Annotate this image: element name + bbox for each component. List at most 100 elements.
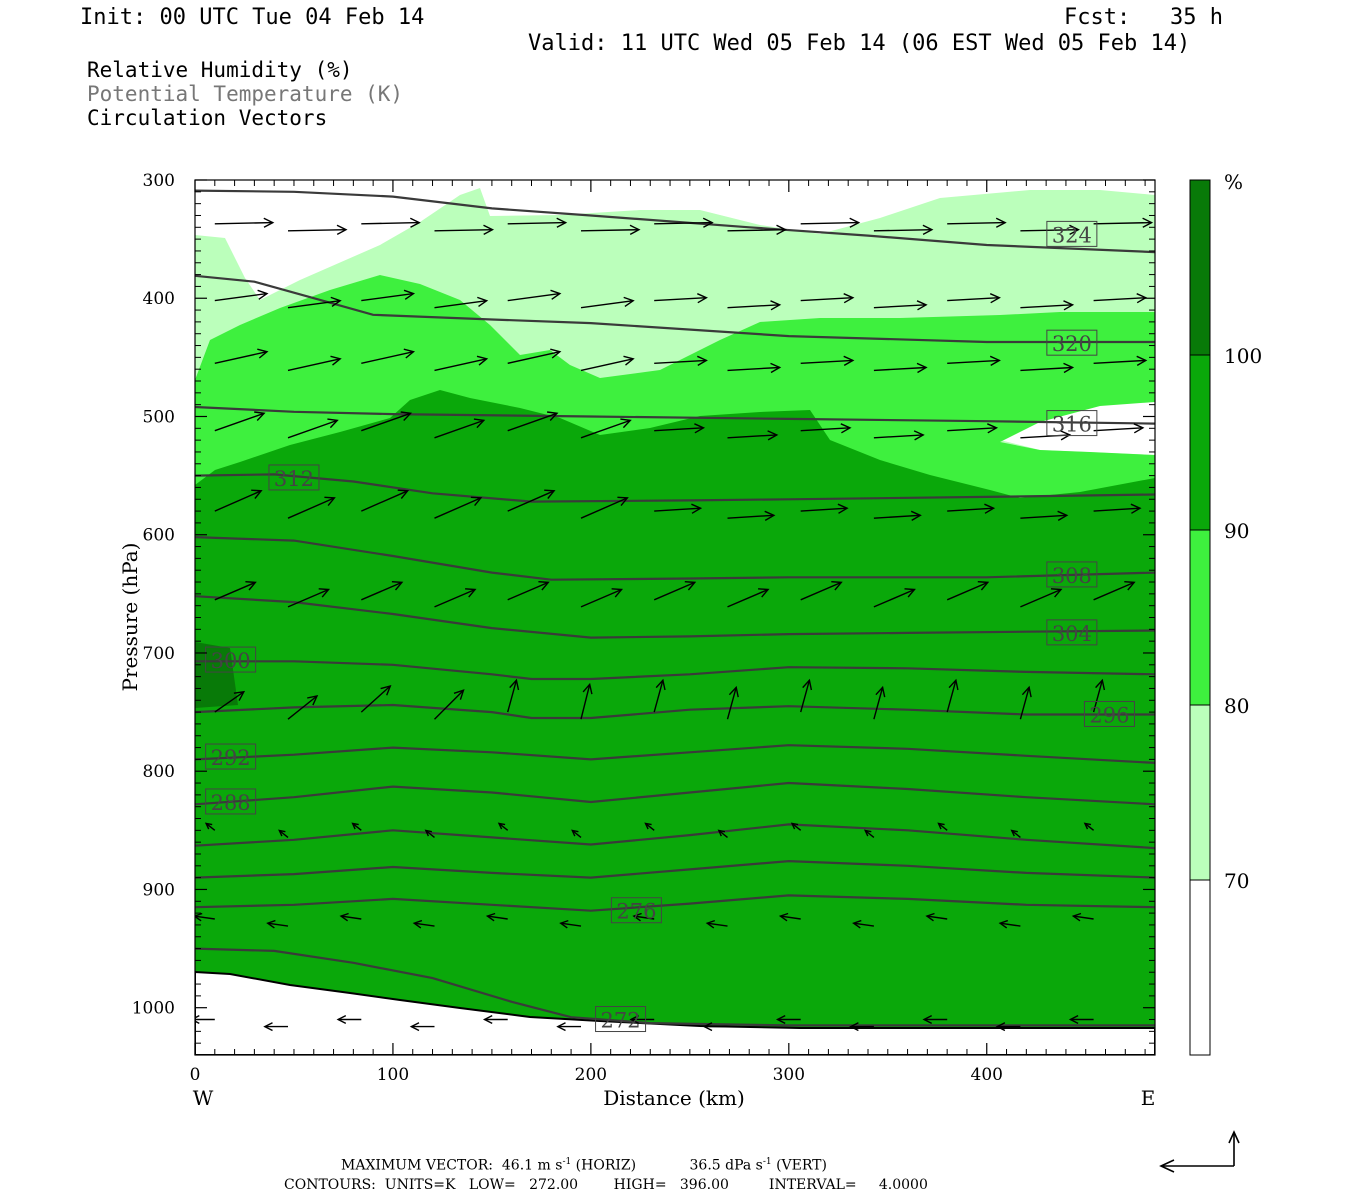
vector-head [843, 293, 855, 304]
vector-head [1063, 362, 1075, 374]
vector-shaft [287, 695, 318, 720]
contour-label-box-288 [205, 788, 257, 815]
vector-head [1130, 503, 1142, 514]
vector-head [380, 684, 392, 696]
contour-label-box-292 [205, 743, 257, 770]
vector-shaft [800, 359, 853, 364]
vector-shaft [287, 588, 329, 608]
vector-head [937, 822, 945, 830]
contours-info-line: CONTOURS: UNITS=K LOW= 272.00 HIGH= 396.… [284, 1177, 928, 1193]
vector-head [702, 1022, 713, 1032]
vector-shaft [360, 685, 391, 713]
vector-shaft [727, 229, 786, 232]
vector-head [691, 503, 703, 514]
vector-head [266, 919, 276, 929]
contour-label-296: 296 [1089, 703, 1129, 727]
theta-contour-280 [195, 859, 1155, 879]
vector-shaft [287, 419, 338, 439]
vector-head [684, 581, 697, 591]
vector-shaft [1093, 221, 1152, 225]
vector-shaft [340, 915, 362, 920]
theta-contour-312 [195, 473, 1155, 503]
vector-head [327, 418, 339, 429]
theta-contour-288 [195, 781, 1155, 806]
vector-head [482, 1014, 493, 1025]
colorbar-swatch [1189, 879, 1211, 1056]
vector-head [775, 1014, 786, 1025]
vector-head [617, 496, 629, 507]
vector-head [485, 912, 496, 922]
vector-shaft [947, 221, 1006, 225]
colorbar-level-label: 90 [1224, 519, 1249, 543]
valid-time: Valid: 11 UTC Wed 05 Feb 14 (06 EST Wed … [528, 31, 1191, 56]
vector-head [257, 289, 269, 300]
contour-label-box-276 [610, 897, 662, 924]
vector-head [251, 489, 263, 499]
vector-head [776, 224, 788, 236]
y-tick-label: 1000 [132, 999, 175, 1019]
vector-shaft [580, 497, 628, 519]
vector-head [916, 362, 928, 374]
vector-shaft [498, 822, 509, 831]
vector-head [550, 348, 562, 359]
vector-head [910, 510, 922, 522]
contour-label-box-308 [1046, 561, 1098, 588]
vector-head [770, 362, 782, 374]
horiz-exponent: -1 [562, 1157, 572, 1167]
vector-shaft [946, 581, 989, 601]
vector-shaft [645, 822, 655, 831]
contour-label-box-296 [1083, 700, 1135, 727]
vector-shaft [1011, 829, 1021, 838]
colorbar-unit: % [1224, 170, 1243, 194]
vector-head [412, 919, 423, 929]
x-tick-label: 200 [575, 1065, 607, 1085]
colorbar-level-label: 80 [1224, 694, 1249, 718]
vector-head [694, 423, 706, 434]
theta-contour-300 [195, 660, 1155, 681]
axis-ticks: 300 400 500 600 700 800 900 1000 0 100 200 300 400 [132, 171, 1155, 1085]
vector-head [863, 829, 872, 837]
vector-head [1071, 912, 1082, 922]
x-tick-label: 100 [377, 1065, 409, 1085]
vector-head [403, 348, 416, 359]
vector-shaft [800, 581, 842, 601]
y-tick-label: 500 [143, 407, 175, 427]
vector-head [922, 1014, 933, 1025]
vector-head [623, 355, 635, 366]
colorbar-swatch [1189, 354, 1211, 531]
vector-head [632, 912, 642, 922]
vector-shaft [654, 427, 704, 432]
vector-shaft [633, 915, 655, 920]
vector-shaft [1073, 915, 1094, 920]
vector-shaft [361, 351, 414, 364]
theta-contour-276 [195, 894, 1155, 912]
vector-shaft [727, 366, 780, 372]
vector-shaft [580, 358, 634, 372]
vector-head [550, 289, 562, 300]
vector-shaft [707, 922, 728, 927]
vector-shaft [726, 687, 737, 720]
max-vector-vert-tag: (VERT) [776, 1157, 827, 1174]
vector-shaft [434, 229, 493, 232]
field-vectors-label: Circulation Vectors [87, 106, 328, 130]
vector-head [245, 581, 257, 591]
vector-head [778, 912, 789, 922]
vector-head [544, 489, 556, 499]
vector-head [582, 682, 593, 695]
vector-shaft [947, 507, 994, 512]
theta-contour-labels: 272 276 288 292 296 300 304 308 312 316 320 324 [205, 220, 1135, 1033]
vector-head [424, 829, 433, 837]
vector-shaft [560, 922, 582, 927]
contour-label-324: 324 [1052, 223, 1092, 247]
vector-shaft [800, 507, 848, 512]
vector-head [263, 1022, 273, 1032]
vector-head [998, 919, 1009, 929]
vector-head [904, 588, 916, 598]
vector-head [336, 1014, 347, 1025]
vector-shaft [800, 427, 851, 432]
vector-shaft [361, 292, 414, 302]
vector-head [831, 581, 843, 591]
max-vector-vert-value: 36.5 [689, 1157, 721, 1174]
max-vector-line: MAXIMUM VECTOR: 46.1 m s-1 (HORIZ) 36.5 … [341, 1158, 827, 1173]
vector-shaft [1020, 304, 1073, 309]
